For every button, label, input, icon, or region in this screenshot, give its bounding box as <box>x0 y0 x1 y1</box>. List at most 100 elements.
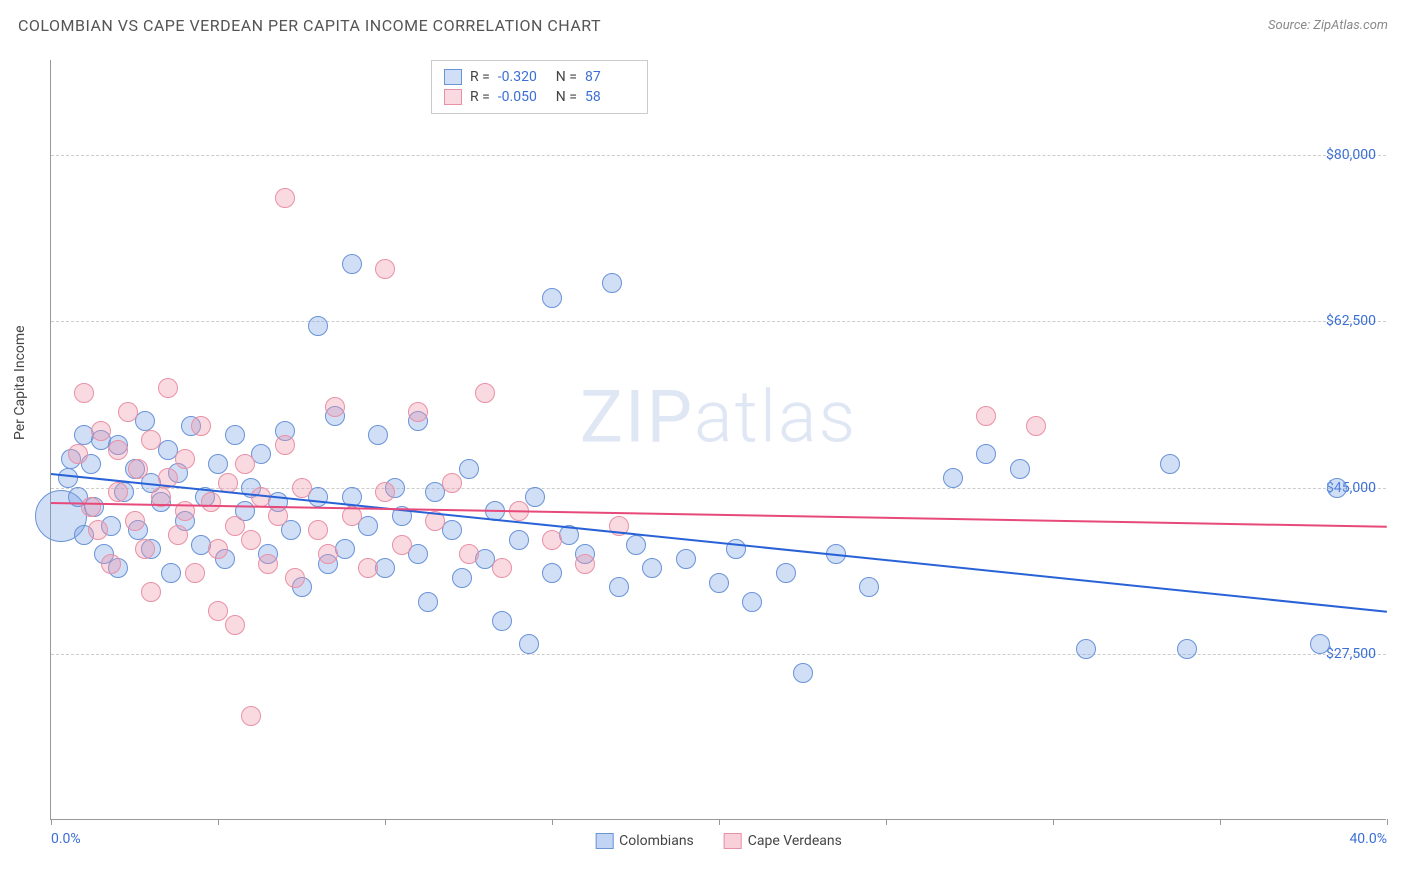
scatter-point <box>285 568 305 588</box>
scatter-point <box>241 530 261 550</box>
stats-legend-box: R = -0.320 N = 87 R = -0.050 N = 58 <box>431 60 648 114</box>
scatter-point <box>175 449 195 469</box>
x-tick <box>1387 819 1388 825</box>
stats-n-label: N = <box>556 69 577 85</box>
scatter-point <box>575 554 595 574</box>
x-tick <box>719 819 720 825</box>
scatter-point <box>542 288 562 308</box>
scatter-point <box>442 520 462 540</box>
scatter-point <box>1076 639 1096 659</box>
scatter-point <box>642 558 662 578</box>
scatter-point <box>58 468 78 488</box>
scatter-point <box>492 611 512 631</box>
scatter-point <box>128 459 148 479</box>
scatter-point <box>108 440 128 460</box>
scatter-point <box>225 615 245 635</box>
scatter-point <box>408 544 428 564</box>
scatter-point <box>1026 416 1046 436</box>
legend-swatch-colombians <box>595 833 613 849</box>
stats-r-label: R = <box>470 69 490 85</box>
y-axis-title: Per Capita Income <box>12 325 28 440</box>
scatter-point <box>158 378 178 398</box>
scatter-point <box>68 444 88 464</box>
scatter-point <box>1177 639 1197 659</box>
scatter-point <box>185 563 205 583</box>
scatter-point <box>1310 634 1330 654</box>
swatch-capeverdeans <box>444 89 462 105</box>
scatter-point <box>976 444 996 464</box>
scatter-point <box>368 425 388 445</box>
scatter-point <box>392 535 412 555</box>
x-tick <box>886 819 887 825</box>
scatter-point <box>108 482 128 502</box>
scatter-point <box>976 406 996 426</box>
y-tick-label: $80,000 <box>1326 147 1376 163</box>
scatter-point <box>74 383 94 403</box>
scatter-point <box>459 544 479 564</box>
x-tick <box>552 819 553 825</box>
scatter-point <box>459 459 479 479</box>
stats-row-capeverdeans: R = -0.050 N = 58 <box>444 87 635 107</box>
scatter-point <box>442 473 462 493</box>
watermark-atlas: atlas <box>694 374 857 459</box>
scatter-point <box>475 383 495 403</box>
scatter-point <box>525 487 545 507</box>
scatter-point <box>88 520 108 540</box>
scatter-point <box>258 554 278 574</box>
x-tick <box>385 819 386 825</box>
scatter-point <box>358 516 378 536</box>
scatter-point <box>141 430 161 450</box>
stats-n-value-1: 58 <box>585 89 635 105</box>
source-label: Source: ZipAtlas.com <box>1268 18 1388 33</box>
x-tick <box>51 819 52 825</box>
scatter-point <box>375 259 395 279</box>
scatter-point <box>268 506 288 526</box>
scatter-point <box>452 568 472 588</box>
chart-title: COLOMBIAN VS CAPE VERDEAN PER CAPITA INC… <box>18 16 601 35</box>
legend-label-colombians: Colombians <box>619 833 694 849</box>
scatter-point <box>235 454 255 474</box>
header: COLOMBIAN VS CAPE VERDEAN PER CAPITA INC… <box>0 0 1406 40</box>
scatter-point <box>191 416 211 436</box>
watermark-zip: ZIP <box>580 374 694 459</box>
scatter-point <box>776 563 796 583</box>
x-tick <box>1220 819 1221 825</box>
scatter-point <box>275 188 295 208</box>
stats-r-value-1: -0.050 <box>498 89 548 105</box>
scatter-point <box>125 511 145 531</box>
scatter-point <box>626 535 646 555</box>
scatter-point <box>161 563 181 583</box>
scatter-point <box>101 554 121 574</box>
scatter-point <box>208 539 228 559</box>
scatter-point <box>492 558 512 578</box>
x-tick <box>218 819 219 825</box>
scatter-point <box>118 402 138 422</box>
scatter-point <box>135 539 155 559</box>
gridline <box>51 155 1386 156</box>
legend-swatch-capeverdeans <box>724 833 742 849</box>
scatter-point <box>141 582 161 602</box>
scatter-point <box>275 435 295 455</box>
legend-item-colombians: Colombians <box>595 833 694 849</box>
scatter-point <box>509 530 529 550</box>
x-tick-label: 0.0% <box>51 831 81 847</box>
x-tick-label: 40.0% <box>1349 831 1387 847</box>
watermark: ZIPatlas <box>580 374 857 459</box>
stats-n-label: N = <box>556 89 577 105</box>
scatter-point <box>742 592 762 612</box>
scatter-point <box>318 544 338 564</box>
y-tick-label: $27,500 <box>1326 646 1376 662</box>
stats-r-label: R = <box>470 89 490 105</box>
scatter-point <box>709 573 729 593</box>
scatter-point <box>201 492 221 512</box>
swatch-colombians <box>444 69 462 85</box>
scatter-point <box>308 316 328 336</box>
scatter-point <box>225 425 245 445</box>
scatter-point <box>418 592 438 612</box>
scatter-point <box>676 549 696 569</box>
scatter-point <box>225 516 245 536</box>
scatter-point <box>1010 459 1030 479</box>
scatter-point <box>81 497 101 517</box>
scatter-point <box>292 478 312 498</box>
stats-r-value-0: -0.320 <box>498 69 548 85</box>
